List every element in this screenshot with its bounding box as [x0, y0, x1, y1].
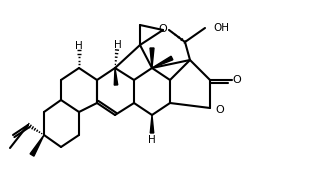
Text: O: O — [159, 24, 167, 34]
Text: H: H — [75, 41, 83, 51]
Text: O: O — [215, 105, 224, 115]
Polygon shape — [150, 48, 154, 68]
Text: H: H — [114, 40, 122, 50]
Text: OH: OH — [213, 23, 229, 33]
Polygon shape — [150, 115, 154, 133]
Text: O: O — [233, 75, 241, 85]
Polygon shape — [114, 68, 118, 85]
Polygon shape — [152, 56, 173, 68]
Polygon shape — [30, 135, 44, 156]
Text: H: H — [148, 135, 156, 145]
